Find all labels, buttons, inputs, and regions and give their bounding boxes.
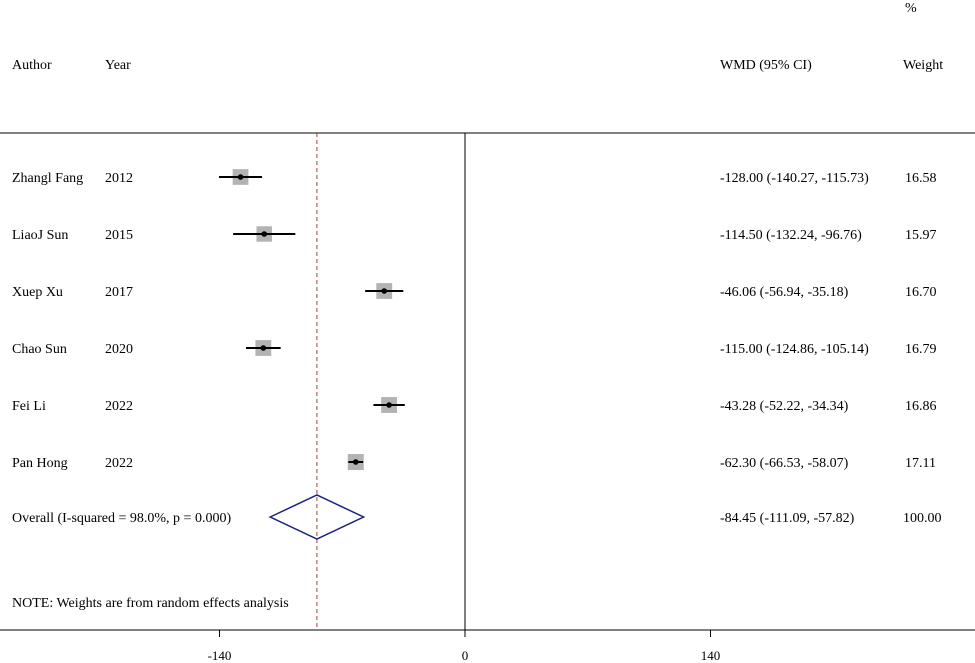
header-wmd: WMD (95% CI) — [720, 58, 812, 73]
study-point-estimate — [381, 288, 388, 294]
study-weight: 15.97 — [905, 228, 937, 243]
study-year: 2022 — [105, 399, 133, 414]
study-row: LiaoJ Sun 2015 -114.50 (-132.24, -96.76) 15… — [12, 226, 937, 243]
study-wmd-ci: -128.00 (-140.27, -115.73) — [720, 171, 869, 186]
study-row: Chao Sun 2020 -115.00 (-124.86, -105.14) 16… — [12, 340, 937, 357]
x-tick-label: 0 — [462, 648, 469, 663]
study-point-estimate — [352, 459, 359, 465]
study-point-estimate — [386, 402, 392, 408]
study-weight: 16.79 — [905, 342, 937, 357]
study-row: Zhangl Fang 2012 -128.00 (-140.27, -115.73… — [12, 169, 937, 186]
study-year: 2022 — [105, 456, 133, 471]
overall-weight: 100.00 — [903, 511, 942, 526]
x-tick-label: 140 — [701, 648, 721, 663]
study-author: Xuep Xu — [12, 285, 63, 300]
header-weight: Weight — [903, 58, 943, 73]
study-row: Pan Hong 2022 -62.30 (-66.53, -58.07) 17.11 — [12, 454, 936, 471]
study-wmd-ci: -46.06 (-56.94, -35.18) — [720, 285, 849, 300]
overall-row: Overall (I-squared = 98.0%, p = 0.000) -8… — [12, 494, 942, 540]
study-point-estimate — [261, 231, 268, 237]
study-point-estimate — [237, 174, 244, 180]
x-tick-label: -140 — [208, 648, 232, 663]
study-weight: 16.86 — [905, 399, 937, 414]
study-year: 2012 — [105, 171, 133, 186]
study-wmd-ci: -62.30 (-66.53, -58.07) — [720, 456, 849, 471]
study-weight: 16.58 — [905, 171, 937, 186]
study-weight: 17.11 — [905, 456, 936, 471]
overall-label: Overall (I-squared = 98.0%, p = 0.000) — [12, 511, 231, 526]
study-author: Pan Hong — [12, 456, 68, 471]
study-row: Fei Li 2022 -43.28 (-52.22, -34.34) 16.86 — [12, 397, 937, 414]
header-weight-percent: % — [905, 1, 917, 16]
study-year: 2017 — [105, 285, 133, 300]
weights-note: NOTE: Weights are from random effects an… — [12, 596, 289, 611]
study-author: LiaoJ Sun — [12, 228, 68, 243]
study-author: Fei Li — [12, 399, 46, 414]
study-point-estimate — [260, 345, 267, 351]
study-author: Zhangl Fang — [12, 171, 83, 186]
study-wmd-ci: -115.00 (-124.86, -105.14) — [720, 342, 869, 357]
study-row: Xuep Xu 2017 -46.06 (-56.94, -35.18) 16.70 — [12, 283, 937, 300]
study-weight: 16.70 — [905, 285, 937, 300]
study-wmd-ci: -43.28 (-52.22, -34.34) — [720, 399, 849, 414]
study-year: 2015 — [105, 228, 133, 243]
header-author: Author — [12, 58, 52, 73]
study-year: 2020 — [105, 342, 133, 357]
study-wmd-ci: -114.50 (-132.24, -96.76) — [720, 228, 862, 243]
overall-diamond — [268, 494, 366, 540]
header-year: Year — [105, 58, 131, 73]
study-author: Chao Sun — [12, 342, 67, 357]
overall-wmd-ci: -84.45 (-111.09, -57.82) — [720, 511, 855, 526]
